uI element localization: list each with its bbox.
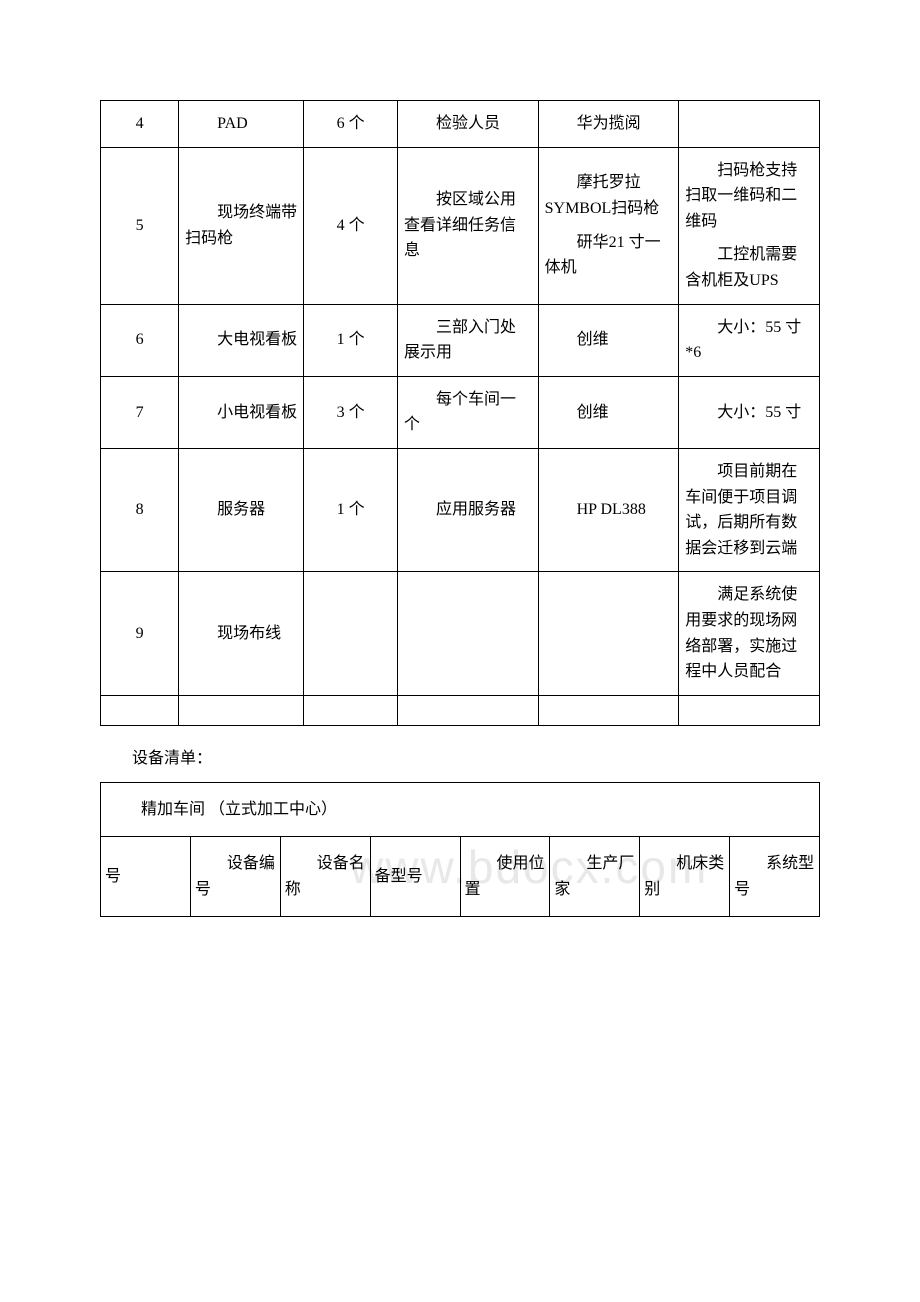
- cell-use: 三部入门处展示用: [397, 304, 538, 376]
- table-header-row: 精加车间 （立式加工中心）: [101, 782, 820, 837]
- cell-use: 应用服务器: [397, 448, 538, 571]
- table-row-empty: [101, 695, 820, 725]
- col-header: 机床类别: [640, 837, 730, 917]
- cell-no: 4: [101, 101, 179, 148]
- table-row: 7 小电视看板 3 个 每个车间一个 创维 大小：55 寸: [101, 376, 820, 448]
- cell-name: 大电视看板: [179, 304, 304, 376]
- cell-qty: 4 个: [304, 147, 398, 304]
- cell-note: 大小：55 寸: [679, 376, 820, 448]
- cell-note: 项目前期在车间便于项目调试，后期所有数据会迁移到云端: [679, 448, 820, 571]
- cell-vendor: 创维: [538, 376, 679, 448]
- cell-no: 9: [101, 572, 179, 695]
- table-row: 8 服务器 1 个 应用服务器 HP DL388 项目前期在车间便于项目调试，后…: [101, 448, 820, 571]
- cell-use: 每个车间一个: [397, 376, 538, 448]
- cell-note: 大小：55 寸*6: [679, 304, 820, 376]
- col-header: 设备名称: [280, 837, 370, 917]
- table-row: 6 大电视看板 1 个 三部入门处展示用 创维 大小：55 寸*6: [101, 304, 820, 376]
- cell-qty: 1 个: [304, 304, 398, 376]
- cell-qty: [304, 572, 398, 695]
- cell-vendor: 摩托罗拉SYMBOL扫码枪 研华21 寸一体机: [538, 147, 679, 304]
- cell-name: PAD: [179, 101, 304, 148]
- cell-use: 按区域公用查看详细任务信息: [397, 147, 538, 304]
- cell-name: 服务器: [179, 448, 304, 571]
- cell-use: 检验人员: [397, 101, 538, 148]
- cell-qty: 3 个: [304, 376, 398, 448]
- cell-note: 满足系统使用要求的现场网络部署，实施过程中人员配合: [679, 572, 820, 695]
- equipment-table-2: 精加车间 （立式加工中心） 号 设备编号 设备名称 备型号 使用位置 生产厂家 …: [100, 782, 820, 918]
- cell-vendor: 创维: [538, 304, 679, 376]
- table-row: 4 PAD 6 个 检验人员 华为揽阅: [101, 101, 820, 148]
- cell-name: 小电视看板: [179, 376, 304, 448]
- table-columns-row: 号 设备编号 设备名称 备型号 使用位置 生产厂家 机床类别 系统型号: [101, 837, 820, 917]
- table2-title: 精加车间 （立式加工中心）: [101, 782, 820, 837]
- equipment-list-label: 设备清单：: [100, 744, 820, 768]
- cell-name: 现场布线: [179, 572, 304, 695]
- cell-no: 6: [101, 304, 179, 376]
- equipment-table-1: 4 PAD 6 个 检验人员 华为揽阅 5 现场终端带扫码枪 4 个 按区域公用…: [100, 100, 820, 726]
- col-header: 备型号: [370, 837, 460, 917]
- cell-note: 扫码枪支持扫取一维码和二维码 工控机需要含机柜及UPS: [679, 147, 820, 304]
- col-header: 使用位置: [460, 837, 550, 917]
- cell-no: 5: [101, 147, 179, 304]
- cell-note: [679, 101, 820, 148]
- cell-no: 8: [101, 448, 179, 571]
- col-header: 号: [101, 837, 191, 917]
- table-row: 9 现场布线 满足系统使用要求的现场网络部署，实施过程中人员配合: [101, 572, 820, 695]
- cell-name: 现场终端带扫码枪: [179, 147, 304, 304]
- cell-qty: 1 个: [304, 448, 398, 571]
- cell-use: [397, 572, 538, 695]
- cell-vendor: 华为揽阅: [538, 101, 679, 148]
- table-row: 5 现场终端带扫码枪 4 个 按区域公用查看详细任务信息 摩托罗拉SYMBOL扫…: [101, 147, 820, 304]
- col-header: 设备编号: [190, 837, 280, 917]
- cell-vendor: HP DL388: [538, 448, 679, 571]
- cell-vendor: [538, 572, 679, 695]
- cell-qty: 6 个: [304, 101, 398, 148]
- cell-no: 7: [101, 376, 179, 448]
- col-header: 生产厂家: [550, 837, 640, 917]
- col-header: 系统型号: [730, 837, 820, 917]
